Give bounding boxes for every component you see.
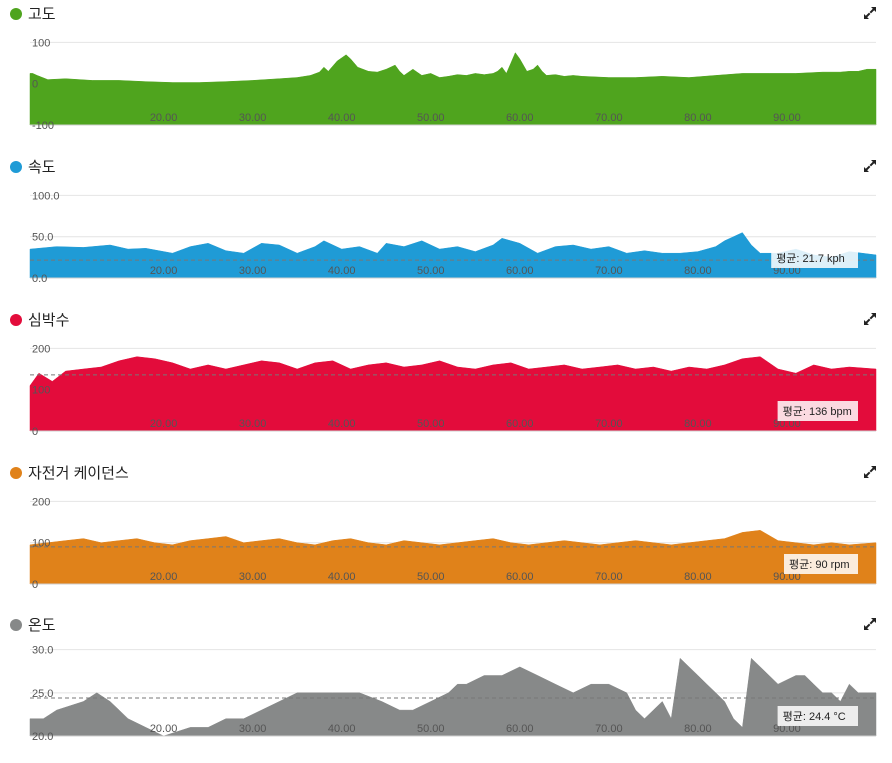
chart-panel-altitude: 고도 100 0 -100 20.00 30.00 40.00 50.00 60.00 70.0…: [0, 0, 892, 152]
panel-header: 속도: [0, 153, 892, 179]
x-tick-label: 20.00: [150, 265, 178, 277]
chart-svg: 200 100 0 20.00 30.00 40.00 50.00 60.00 70.00 80.…: [29, 343, 877, 438]
x-tick-label: 70.00: [595, 571, 623, 583]
x-tick-label: 20.00: [150, 723, 178, 735]
average-label-box: [784, 554, 858, 574]
x-tick-label: 50.00: [417, 418, 445, 430]
x-tick-label: 50.00: [417, 571, 445, 583]
chart-svg: 100.0 50.0 0.0 20.00 30.00 40.00 50.00 60.00 70.…: [29, 190, 877, 285]
chart-title: 심박수: [28, 312, 70, 329]
average-label-box: [777, 706, 858, 726]
y-tick-label: 0: [32, 426, 38, 438]
y-tick-label: 100: [32, 385, 50, 397]
series-area: [29, 52, 877, 126]
x-tick-label: 60.00: [506, 265, 534, 277]
x-tick-label: 70.00: [595, 112, 623, 124]
expand-icon[interactable]: [862, 158, 878, 174]
x-tick-label: 30.00: [239, 418, 267, 430]
x-tick-label: 50.00: [417, 112, 445, 124]
y-tick-label: 200: [32, 496, 50, 508]
expand-icon[interactable]: [862, 5, 878, 21]
x-tick-label: 60.00: [506, 723, 534, 735]
average-label: 평균: 136 bpm: [783, 405, 852, 418]
x-tick-label: 50.00: [417, 265, 445, 277]
panel-header: 심박수: [0, 306, 892, 332]
y-tick-label: 50.0: [32, 232, 53, 244]
x-tick-label: 80.00: [684, 723, 712, 735]
y-tick-label: 25.0: [32, 688, 53, 700]
chart-title: 고도: [28, 6, 56, 23]
x-tick-label: 40.00: [328, 265, 356, 277]
chart-title: 온도: [28, 617, 56, 634]
chart-title: 자전거 케이던스: [28, 465, 129, 482]
x-tick-label: 80.00: [684, 418, 712, 430]
panel-header: 온도: [0, 611, 892, 637]
x-tick-label: 30.00: [239, 723, 267, 735]
y-tick-label: 100: [32, 37, 50, 49]
chart-panel-heart-rate: 심박수 200 100 0 20.00 30.00 40.00 50.00 60.00 70.0…: [0, 306, 892, 458]
y-tick-label: 0.0: [32, 273, 47, 285]
x-tick-label: 70.00: [595, 265, 623, 277]
expand-icon[interactable]: [862, 616, 878, 632]
chart-panel-cadence: 자전거 케이던스 200 100 0 20.00 30.00 40.00 50.00 60.0…: [0, 459, 892, 611]
average-label: 평균: 90 rpm: [789, 558, 850, 571]
chart-panel-speed: 속도 100.0 50.0 0.0 20.00 30.00 40.00 50.00 60.00…: [0, 153, 892, 305]
y-tick-label: 200: [32, 343, 50, 355]
y-tick-label: 0: [32, 579, 38, 591]
y-tick-label: 100.0: [32, 190, 60, 202]
series-color-dot: [10, 161, 22, 173]
average-label: 평균: 21.7 kph: [776, 252, 845, 265]
x-tick-label: 70.00: [595, 418, 623, 430]
series-area: [29, 232, 877, 279]
panel-header: 고도: [0, 0, 892, 26]
x-tick-label: 90.00: [773, 112, 801, 124]
x-tick-label: 40.00: [328, 418, 356, 430]
series-color-dot: [10, 467, 22, 479]
x-tick-label: 30.00: [239, 265, 267, 277]
chart-title: 속도: [28, 159, 56, 176]
y-tick-label: 100: [32, 538, 50, 550]
x-tick-label: 80.00: [684, 571, 712, 583]
y-tick-label: -100: [32, 120, 54, 132]
average-label-box: [771, 248, 858, 268]
x-tick-label: 80.00: [684, 112, 712, 124]
x-tick-label: 50.00: [417, 723, 445, 735]
x-tick-label: 60.00: [506, 112, 534, 124]
x-tick-label: 20.00: [150, 571, 178, 583]
chart-svg: 30.0 25.0 20.0 20.00 30.00 40.00 50.00 60.00 70.…: [29, 645, 877, 743]
x-tick-label: 80.00: [684, 265, 712, 277]
x-tick-label: 40.00: [328, 112, 356, 124]
x-tick-label: 40.00: [328, 723, 356, 735]
panel-header: 자전거 케이던스: [0, 459, 892, 485]
expand-icon[interactable]: [862, 311, 878, 327]
expand-icon[interactable]: [862, 464, 878, 480]
x-tick-label: 60.00: [506, 418, 534, 430]
chart-panel-temperature: 온도 30.0 25.0 20.0 20.00 30.00 40.00 50.00 60.00…: [0, 611, 892, 763]
average-label-box: [777, 401, 858, 421]
x-tick-label: 20.00: [150, 112, 178, 124]
y-tick-label: 20.0: [32, 731, 53, 743]
series-area: [29, 530, 877, 585]
chart-svg: 200 100 0 20.00 30.00 40.00 50.00 60.00 70.00 80.…: [29, 496, 877, 591]
x-tick-label: 60.00: [506, 571, 534, 583]
series-color-dot: [10, 619, 22, 631]
series-area: [29, 657, 877, 737]
x-tick-label: 20.00: [150, 418, 178, 430]
x-tick-label: 40.00: [328, 571, 356, 583]
x-tick-label: 70.00: [595, 723, 623, 735]
x-tick-label: 30.00: [239, 112, 267, 124]
y-tick-label: 0: [32, 79, 38, 91]
series-color-dot: [10, 8, 22, 20]
series-color-dot: [10, 314, 22, 326]
x-tick-label: 30.00: [239, 571, 267, 583]
average-label: 평균: 24.4 °C: [783, 710, 846, 723]
chart-svg: 100 0 -100 20.00 30.00 40.00 50.00 60.00 70.00 80…: [29, 37, 877, 132]
y-tick-label: 30.0: [32, 645, 53, 657]
